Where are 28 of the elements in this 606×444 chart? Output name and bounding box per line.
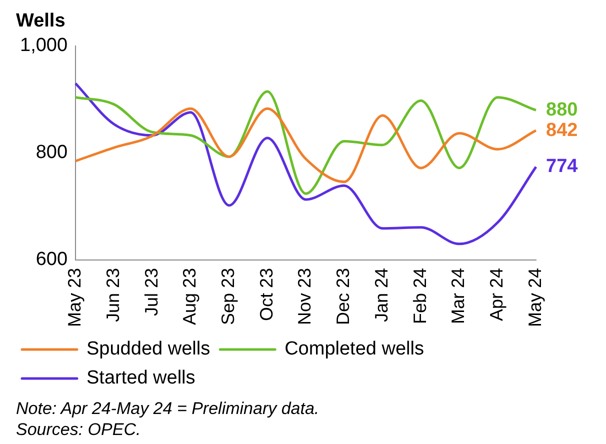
text: Note: Apr 24-May 24 = Preliminary data. — [16, 398, 320, 419]
x-tick-label: Dec 23 — [333, 268, 354, 326]
x-tick-label: Jan 24 — [371, 268, 392, 322]
x-tick-label: Aug 23 — [180, 268, 200, 326]
y-tick-label: 600 — [36, 249, 68, 270]
data-label: 880 — [546, 99, 578, 120]
data-label: 842 — [546, 120, 578, 141]
y-tick-label: 1,000 — [20, 35, 68, 56]
x-tick-label: Jun 23 — [102, 268, 123, 322]
line-series — [74, 90, 538, 195]
legend-label: Started wells — [86, 368, 196, 389]
x-tick-label: Mar 24 — [448, 268, 468, 324]
y-axis-title: Wells — [16, 10, 66, 32]
y-tick-label: 800 — [36, 142, 68, 164]
data-label: 774 — [546, 156, 578, 178]
x-tick-label: May 23 — [64, 268, 85, 328]
legend-label: Completed wells — [284, 338, 424, 360]
source-note: Sources: OPEC. — [16, 419, 142, 440]
x-tick-label: Oct 23 — [256, 268, 276, 322]
x-tick-label: May 24 — [524, 268, 545, 328]
x-tick-label: Nov 23 — [294, 268, 315, 326]
x-tick-label: Sep 23 — [218, 268, 238, 326]
x-tick-label: Feb 24 — [410, 268, 430, 324]
line-series — [74, 82, 538, 246]
x-tick-label: Apr 24 — [486, 268, 507, 322]
legend-label: Spudded wells — [86, 338, 210, 360]
x-tick-label: Jul 23 — [141, 268, 162, 316]
line-series — [74, 107, 538, 184]
